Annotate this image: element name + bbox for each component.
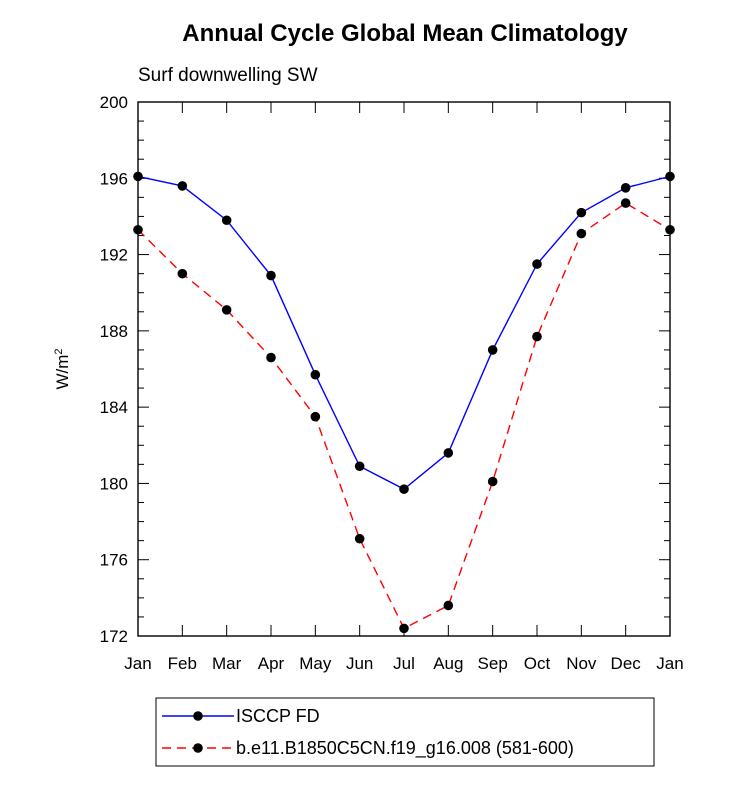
series-2-point xyxy=(399,623,409,634)
series-1-point xyxy=(487,345,498,355)
series-2-point xyxy=(133,224,143,235)
series-2-point xyxy=(221,305,232,315)
y-axis-label-exponent: 2 xyxy=(53,348,65,354)
x-tick-label: Feb xyxy=(168,654,197,673)
series-1-point xyxy=(399,484,409,494)
legend-label-1: ISCCP FD xyxy=(236,706,320,726)
x-tick-label: Nov xyxy=(566,654,597,673)
legend-box xyxy=(155,697,655,767)
series-1-point xyxy=(310,369,321,380)
x-tick-label: Jan xyxy=(656,654,683,673)
series-1-point xyxy=(133,171,143,182)
series-line-1 xyxy=(137,175,671,490)
y-tick-label: 200 xyxy=(100,93,128,112)
series-1-point xyxy=(354,461,365,472)
series-1-point xyxy=(532,259,542,269)
legend-label-2: b.e11.B1850C5CN.f19_g16.008 (581-600) xyxy=(236,738,574,759)
x-tick-label: Oct xyxy=(524,654,551,673)
series-2-point xyxy=(665,224,675,235)
y-tick-label: 188 xyxy=(100,322,128,341)
chart-title: Annual Cycle Global Mean Climatology xyxy=(182,20,628,47)
series-1-point xyxy=(177,181,188,191)
series-line-2 xyxy=(137,202,671,630)
legend-marker-1 xyxy=(193,711,203,721)
series-1-point xyxy=(576,207,587,218)
chart-subtitle: Surf downwelling SW xyxy=(138,65,318,86)
series-2-point xyxy=(576,228,587,239)
series-2-point xyxy=(266,352,276,363)
x-tick-label: Aug xyxy=(433,654,463,673)
y-tick-label: 196 xyxy=(100,169,128,188)
series-2-point xyxy=(620,198,631,208)
series-1-point xyxy=(665,171,675,182)
series-2-point xyxy=(487,476,498,487)
x-tick-label: Dec xyxy=(611,654,642,673)
x-tick-label: May xyxy=(299,654,332,673)
y-axis-label-base: W/m xyxy=(53,355,72,390)
x-tick-label: Apr xyxy=(258,654,285,673)
series-2-point xyxy=(443,600,454,611)
legend-marker-2 xyxy=(193,743,203,753)
x-tick-label: Jan xyxy=(124,654,151,673)
series-1-point xyxy=(221,215,232,226)
y-tick-label: 172 xyxy=(100,627,128,646)
series-2-point xyxy=(310,411,321,422)
x-tick-label: Jul xyxy=(393,654,415,673)
series-2-point xyxy=(177,268,188,279)
x-tick-label: Mar xyxy=(212,654,242,673)
x-tick-label: Jun xyxy=(346,654,373,673)
y-tick-label: 176 xyxy=(100,551,128,570)
series-1-point xyxy=(443,448,454,458)
series-1-point xyxy=(620,183,631,193)
x-tick-label: Sep xyxy=(478,654,508,673)
y-tick-label: 180 xyxy=(100,474,128,493)
legend: ISCCP FD b.e11.B1850C5CN.f19_g16.008 (581… xyxy=(155,697,655,767)
series-1-point xyxy=(266,270,276,281)
plot-frame xyxy=(137,101,671,637)
series-2-point xyxy=(532,331,542,342)
y-axis-label: W/m2 xyxy=(53,348,72,389)
y-tick-label: 192 xyxy=(100,246,128,265)
plot-area: 172 176 180 184 188 192 196 200 Jan Feb Mar Apr May J… xyxy=(100,93,684,673)
series-2-point xyxy=(354,533,365,544)
y-tick-label: 184 xyxy=(100,398,128,417)
